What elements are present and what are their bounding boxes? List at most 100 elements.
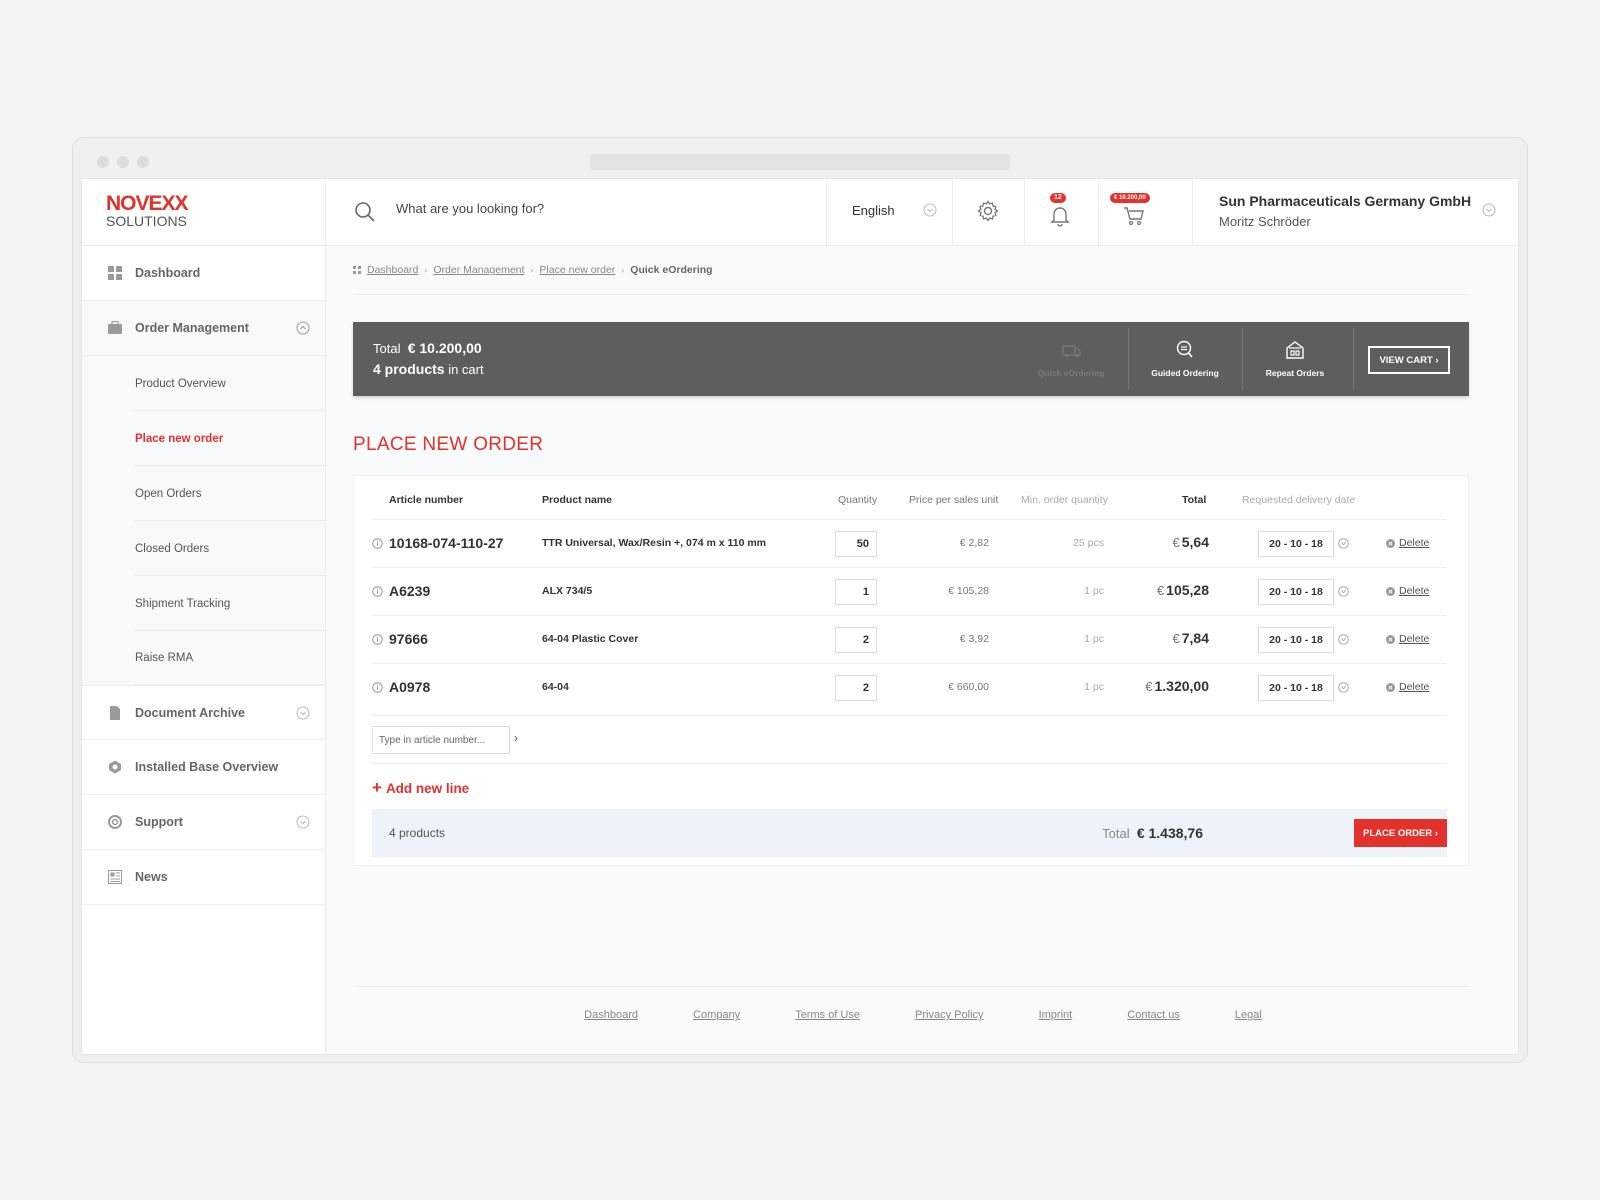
price-per-unit: € 105,28: [948, 585, 989, 597]
delete-link[interactable]: Delete: [1399, 633, 1430, 645]
footer-link-legal[interactable]: Legal: [1234, 1009, 1262, 1021]
quantity-input[interactable]: [835, 675, 877, 701]
delete-link[interactable]: Delete: [1399, 585, 1430, 597]
cart-icon[interactable]: [1122, 204, 1146, 228]
language-selector[interactable]: English: [852, 203, 895, 218]
chevron-down-icon[interactable]: [296, 706, 310, 720]
novexx-logo[interactable]: NOVEXX SOLUTIONS: [106, 192, 189, 229]
place-order-button[interactable]: PLACE ORDER ›: [1354, 819, 1447, 847]
article-number-input[interactable]: [372, 726, 510, 754]
article-number: 10168-074-110-27: [389, 535, 504, 551]
line-total: €7,84: [1172, 630, 1209, 646]
product-name: 64-04 Plastic Cover: [542, 633, 639, 645]
chevron-down-icon[interactable]: [1338, 682, 1349, 693]
mode-guided-ordering[interactable]: Guided Ordering: [1129, 322, 1241, 396]
user-name[interactable]: Moritz Schröder: [1219, 214, 1311, 229]
summary-total: Total € 1.438,76: [1102, 825, 1203, 841]
company-name[interactable]: Sun Pharmaceuticals Germany GmbH: [1219, 193, 1472, 209]
chevron-up-icon[interactable]: [296, 321, 310, 335]
chevron-down-icon[interactable]: [1338, 586, 1349, 597]
info-icon[interactable]: [372, 634, 383, 645]
sidebar-item-support[interactable]: Support: [82, 795, 325, 850]
sidebar-item-closed-orders[interactable]: Closed Orders: [82, 521, 325, 576]
delivery-date-input[interactable]: [1258, 627, 1334, 653]
search-icon[interactable]: [354, 201, 376, 223]
quantity-input[interactable]: [835, 627, 877, 653]
product-name: ALX 734/5: [542, 585, 593, 597]
chevron-down-icon[interactable]: [1338, 538, 1349, 549]
delete-icon[interactable]: [1386, 635, 1395, 644]
header-article-number: Article number: [389, 494, 464, 506]
sidebar-item-open-orders[interactable]: Open Orders: [82, 466, 325, 521]
info-icon[interactable]: [372, 682, 383, 693]
footer-link-contact[interactable]: Contact us: [1127, 1009, 1180, 1021]
briefcase-icon: [108, 321, 122, 334]
chevron-down-icon[interactable]: [1338, 634, 1349, 645]
info-icon[interactable]: [372, 538, 383, 549]
price-per-unit: € 3,92: [959, 633, 989, 645]
footer-link-imprint[interactable]: Imprint: [1038, 1009, 1073, 1021]
header-total: Total: [1182, 494, 1207, 506]
repeat-store-icon: [1286, 341, 1304, 359]
table-row: A6239 ALX 734/5 € 105,28 1 pc €105,28 De…: [372, 567, 1447, 615]
cart-summary-bar: Total € 10.200,00 4 products in cart Qui…: [353, 322, 1469, 396]
view-cart-button[interactable]: VIEW CART ›: [1368, 346, 1450, 374]
breadcrumb-dashboard[interactable]: Dashboard: [367, 264, 419, 276]
add-line-row: + Add new line: [372, 763, 1447, 809]
sidebar-item-place-new-order[interactable]: Place new order: [82, 411, 325, 466]
mode-repeat-orders[interactable]: Repeat Orders: [1239, 322, 1351, 396]
min-order-quantity: 25 pcs: [1073, 537, 1104, 549]
add-new-line-button[interactable]: + Add new line: [372, 778, 470, 797]
delete-icon[interactable]: [1386, 683, 1395, 692]
window-controls: [97, 156, 149, 168]
bell-icon[interactable]: [1048, 203, 1072, 227]
sidebar-item-order-management[interactable]: Order Management: [82, 301, 325, 356]
search-input[interactable]: [396, 201, 776, 216]
chevron-down-icon[interactable]: [296, 815, 310, 829]
sidebar-item-document-archive[interactable]: Document Archive: [82, 685, 325, 740]
footer-link-dashboard[interactable]: Dashboard: [584, 1009, 638, 1021]
sidebar-item-installed-base-overview[interactable]: Installed Base Overview: [82, 740, 325, 795]
quantity-input[interactable]: [835, 579, 877, 605]
mode-quick-eordering[interactable]: Quick eOrdering: [1015, 322, 1127, 396]
delete-icon[interactable]: [1386, 587, 1395, 596]
grid-icon: [353, 266, 361, 274]
line-total: €5,64: [1172, 534, 1209, 550]
price-per-unit: € 2,82: [959, 537, 989, 549]
min-order-quantity: 1 pc: [1084, 633, 1104, 645]
product-name: 64-04: [542, 681, 569, 693]
address-bar[interactable]: [590, 154, 1010, 170]
sidebar-item-news[interactable]: News: [82, 850, 325, 905]
footer-link-terms[interactable]: Terms of Use: [795, 1009, 860, 1021]
header-min-quantity: Min. order quantity: [1021, 494, 1108, 506]
info-icon[interactable]: [372, 586, 383, 597]
delete-link[interactable]: Delete: [1399, 537, 1430, 549]
breadcrumb-place-new-order[interactable]: Place new order: [539, 264, 616, 276]
header-product-name: Product name: [542, 494, 613, 506]
guided-search-icon: [1176, 340, 1193, 358]
delivery-date-input[interactable]: [1258, 675, 1334, 701]
gear-icon[interactable]: [976, 199, 1000, 223]
chevron-right-icon[interactable]: ›: [514, 731, 518, 745]
article-entry-row: ›: [372, 715, 1447, 763]
footer-link-privacy[interactable]: Privacy Policy: [915, 1009, 984, 1021]
chevron-down-icon[interactable]: [923, 203, 937, 217]
delete-link[interactable]: Delete: [1399, 681, 1430, 693]
newspaper-icon: [108, 870, 122, 884]
article-number: 97666: [389, 631, 428, 647]
quantity-input[interactable]: [835, 531, 877, 557]
sidebar-item-raise-rma[interactable]: Raise RMA: [82, 631, 325, 685]
line-total: €1.320,00: [1145, 678, 1209, 694]
footer-link-company[interactable]: Company: [693, 1009, 741, 1021]
account-chevron-down-icon[interactable]: [1482, 203, 1496, 217]
delivery-date-input[interactable]: [1258, 531, 1334, 557]
delete-icon[interactable]: [1386, 539, 1395, 548]
cart-products: 4 products in cart: [373, 361, 484, 377]
delivery-date-input[interactable]: [1258, 579, 1334, 605]
sidebar-item-product-overview[interactable]: Product Overview: [82, 356, 325, 411]
hexagon-icon: [109, 760, 121, 774]
breadcrumb-order-management[interactable]: Order Management: [433, 264, 525, 276]
sidebar-item-dashboard[interactable]: Dashboard: [82, 246, 325, 301]
sidebar-item-shipment-tracking[interactable]: Shipment Tracking: [82, 576, 325, 631]
order-summary: 4 products Total € 1.438,76 PLACE ORDER …: [372, 809, 1447, 857]
